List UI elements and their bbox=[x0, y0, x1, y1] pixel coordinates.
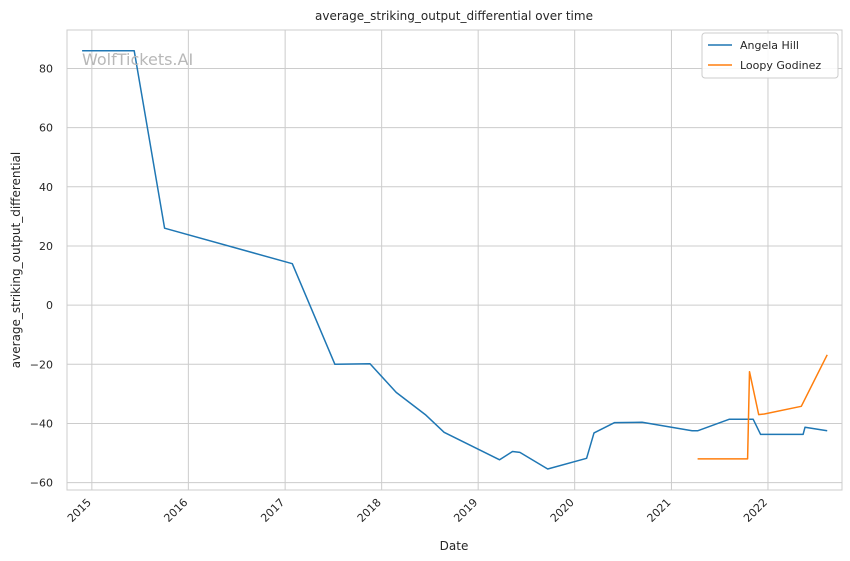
series-line-angela-hill bbox=[82, 49, 828, 470]
watermark: WolfTickets.AI bbox=[82, 50, 193, 69]
chart-title: average_striking_output_differential ove… bbox=[315, 9, 593, 23]
y-tick-label: 80 bbox=[39, 62, 53, 75]
series-lines bbox=[82, 49, 828, 470]
y-tick-label: 40 bbox=[39, 181, 53, 194]
y-tick-label: 0 bbox=[46, 299, 53, 312]
legend-label: Loopy Godinez bbox=[740, 59, 821, 72]
legend-label: Angela Hill bbox=[740, 39, 799, 52]
gridlines bbox=[67, 30, 842, 490]
y-tick-label: −20 bbox=[30, 358, 53, 371]
x-axis-label: Date bbox=[440, 539, 469, 553]
y-tick-label: 60 bbox=[39, 122, 53, 135]
y-tick-label: −40 bbox=[30, 417, 53, 430]
y-axis-label: average_striking_output_differential bbox=[9, 152, 23, 368]
plot-frame bbox=[66, 29, 843, 491]
y-tick-label: −60 bbox=[30, 477, 53, 490]
legend: Angela Hill Loopy Godinez bbox=[701, 32, 839, 79]
legend-box bbox=[701, 32, 839, 79]
y-tick-labels: 80 60 40 20 0 −20 −40 −60 bbox=[30, 62, 53, 489]
y-tick-label: 20 bbox=[39, 240, 53, 253]
series-line-loopy-godinez bbox=[697, 354, 828, 460]
